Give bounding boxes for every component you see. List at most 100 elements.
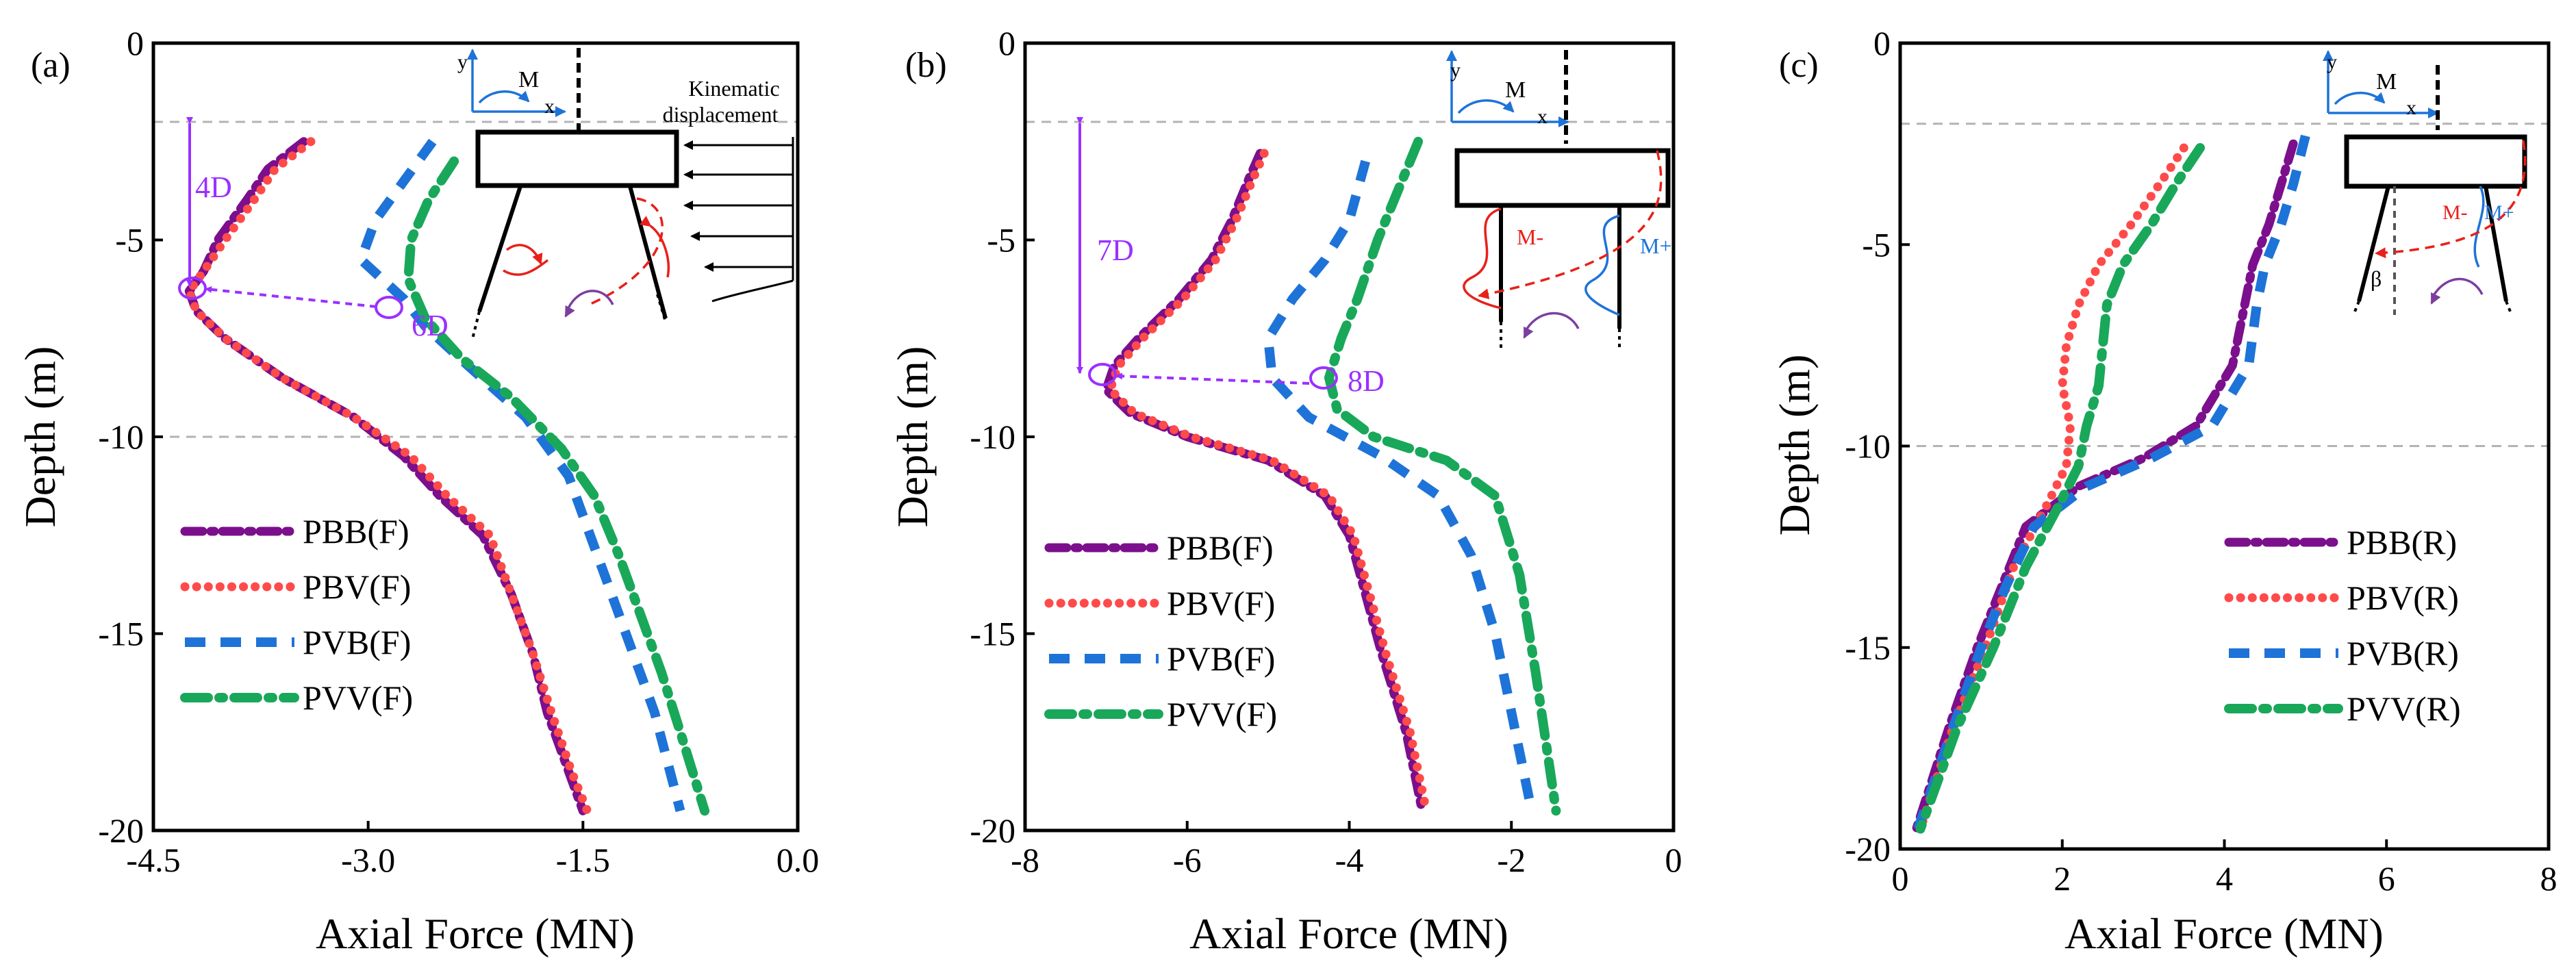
legend-label: PVB(R): [2347, 634, 2459, 672]
legend-label: PBB(F): [303, 512, 409, 550]
x-axis-label: Axial Force (MN): [2064, 909, 2384, 958]
y-tick-label: 0: [998, 24, 1015, 62]
panel-a: (a) 0 -5 -10 -15 -20 -4.5 -3.0 -1.5 0.0 Axial F…: [16, 24, 819, 958]
inset-schematic: y M x β M- M+: [2323, 50, 2527, 316]
inset-y-label: y: [2327, 51, 2337, 73]
kinematic-label-line1: Kinematic: [688, 76, 779, 101]
series-group: [184, 137, 710, 816]
y-tick-label: -15: [1845, 629, 1891, 667]
series-line-pvv: [1915, 143, 2205, 834]
legend: PBB(F) PBV(F) PVB(F) PVV(F): [180, 512, 413, 717]
inset-x-label: x: [544, 95, 555, 118]
kinematic-label-line2: displacement: [663, 102, 779, 127]
series-line-pvb: [1913, 134, 2310, 830]
series-group: [1101, 136, 1561, 816]
inset-m-minus-label: M-: [1517, 225, 1543, 249]
inset-beta-label: β: [2371, 266, 2382, 291]
y-tick-label: -10: [970, 418, 1015, 456]
series-line-pbv: [1105, 149, 1431, 815]
x-tick-label: 4: [2216, 859, 2233, 898]
depth-span-annotation: 7D: [1076, 117, 1134, 374]
x-tick-label: -3.0: [341, 841, 395, 879]
y-tick-label: 0: [127, 24, 144, 62]
y-axis-label: Depth (m): [1770, 355, 1819, 536]
series-line-pbv: [184, 137, 592, 815]
x-tick-label: 0.0: [776, 841, 820, 879]
guide-lines: [1900, 123, 2549, 447]
y-tick-label: -20: [1845, 830, 1891, 868]
y-axis-label: Depth (m): [888, 346, 937, 528]
inset-m-label: M: [518, 67, 539, 92]
y-axis-ticks: 0 -5 -10 -15 -20: [970, 24, 1035, 850]
panel-b: (b) 0-5-10-15-20 -8 -6 -4 -2 0 Axial Force (…: [888, 24, 1682, 958]
x-tick-label: 0: [1665, 841, 1682, 879]
x-tick-label: -4.5: [126, 841, 180, 879]
x-tick-label: -4: [1335, 841, 1364, 879]
inset-schematic: y M x Kinematic displacement: [457, 48, 794, 340]
y-tick-label: 0: [1873, 24, 1891, 62]
legend-label: PVB(F): [303, 623, 411, 661]
x-axis-ticks: 0 2 4 6 8: [1892, 839, 2558, 898]
x-axis-ticks: -8 -6 -4 -2 0: [1011, 821, 1682, 879]
x-tick-label: -1.5: [556, 841, 610, 879]
inset-m-plus-label: M+: [2484, 201, 2514, 224]
span-label: 4D: [195, 170, 232, 204]
inset-y-label: y: [1450, 59, 1461, 81]
arrow-label: 8D: [1348, 364, 1385, 398]
y-tick-label: -20: [970, 811, 1015, 850]
inset-m-label: M: [2376, 69, 2397, 94]
legend-label: PVV(R): [2347, 689, 2461, 728]
y-tick-label: -15: [98, 615, 144, 653]
inset-y-label: y: [457, 51, 468, 73]
x-tick-label: -8: [1011, 841, 1039, 879]
y-axis-label: Depth (m): [16, 346, 64, 528]
x-tick-label: -2: [1497, 841, 1526, 879]
offset-arrow-annotation: 6D: [178, 277, 449, 342]
y-tick-label: -10: [1845, 427, 1891, 466]
y-axis-ticks: 0 -5 -10 -15 -20: [98, 24, 163, 850]
x-tick-label: -6: [1173, 841, 1202, 879]
inset-x-label: x: [1537, 105, 1548, 128]
y-tick-label: -20: [98, 811, 144, 850]
inset-schematic: y M x M- M+: [1446, 50, 1672, 348]
x-tick-label: 8: [2540, 859, 2558, 898]
legend-label: PVB(F): [1167, 639, 1275, 678]
y-tick-label: -15: [970, 615, 1015, 653]
series-line-pvb: [356, 138, 685, 813]
marker-circle: [1088, 363, 1117, 386]
x-axis-label: Axial Force (MN): [1189, 909, 1508, 958]
legend-label: PBB(F): [1167, 529, 1274, 567]
legend-label: PBB(R): [2347, 523, 2457, 561]
series-line-pvb: [1263, 160, 1537, 812]
panel-label-a: (a): [31, 46, 71, 85]
inset-m-label: M: [1505, 77, 1526, 103]
x-tick-label: 6: [2378, 859, 2395, 898]
x-tick-label: 0: [1892, 859, 1909, 898]
legend-label: PVV(F): [303, 678, 413, 717]
span-label: 7D: [1097, 233, 1134, 267]
arrow-label: 6D: [412, 309, 449, 342]
series-line-pbv: [1916, 143, 2188, 834]
panel-label-c: (c): [1779, 46, 1819, 85]
y-tick-label: -5: [987, 221, 1015, 259]
legend-label: PBV(F): [1167, 584, 1275, 622]
inset-m-plus-label: M+: [1640, 233, 1672, 258]
inset-x-label: x: [2406, 97, 2416, 119]
x-axis-label: Axial Force (MN): [316, 909, 635, 958]
series-line-pvv: [403, 156, 710, 816]
x-axis-ticks: -4.5 -3.0 -1.5 0.0: [126, 821, 819, 879]
offset-arrow-annotation: 8D: [1088, 363, 1385, 398]
inset-m-minus-label: M-: [2442, 201, 2468, 224]
legend: PBB(R) PBV(R) PVB(R) PVV(R): [2224, 523, 2461, 728]
y-axis-ticks: 0 -5 -10 -15 -20: [1845, 24, 1910, 868]
marker-circle: [1309, 366, 1338, 390]
series-line-pvv: [1324, 136, 1561, 816]
legend-label: PBV(R): [2347, 579, 2459, 617]
guide-lines: [153, 120, 798, 438]
legend-label: PVV(F): [1167, 695, 1277, 733]
panel-label-b: (b): [905, 46, 947, 85]
series-group: [1912, 134, 2310, 834]
x-tick-label: 2: [2054, 859, 2071, 898]
